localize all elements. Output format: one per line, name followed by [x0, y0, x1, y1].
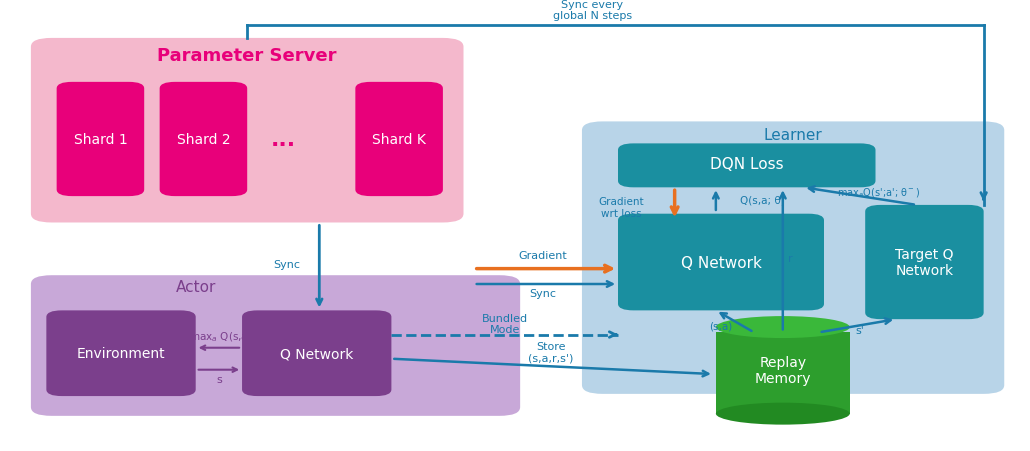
FancyBboxPatch shape: [46, 311, 196, 396]
FancyBboxPatch shape: [160, 83, 247, 197]
FancyBboxPatch shape: [618, 144, 876, 188]
FancyBboxPatch shape: [618, 214, 824, 311]
Text: max$_a$Q(s';a'; θ$^-$): max$_a$Q(s';a'; θ$^-$): [837, 185, 920, 199]
Text: Environment: Environment: [76, 347, 166, 361]
Text: DQN Loss: DQN Loss: [710, 156, 784, 171]
Text: Replay
Memory: Replay Memory: [755, 355, 811, 385]
FancyBboxPatch shape: [57, 83, 144, 197]
FancyBboxPatch shape: [31, 276, 520, 416]
Text: Gradient
wrt loss: Gradient wrt loss: [598, 197, 644, 218]
Ellipse shape: [716, 403, 850, 425]
FancyBboxPatch shape: [355, 83, 443, 197]
Text: s: s: [216, 374, 221, 385]
Text: Q(s,a; θ): Q(s,a; θ): [740, 195, 785, 205]
Text: Sync: Sync: [273, 260, 300, 270]
Text: ...: ...: [271, 130, 296, 150]
Text: Target Q
Network: Target Q Network: [895, 248, 954, 277]
Text: Q Network: Q Network: [681, 255, 761, 270]
Text: Learner: Learner: [763, 128, 823, 143]
Text: Shard 2: Shard 2: [176, 133, 231, 147]
Text: Gradient: Gradient: [518, 251, 568, 261]
FancyBboxPatch shape: [242, 311, 391, 396]
FancyBboxPatch shape: [31, 39, 464, 223]
Text: Sync: Sync: [529, 288, 556, 298]
Text: Actor: Actor: [175, 279, 216, 294]
Text: Sync every
global N steps: Sync every global N steps: [553, 0, 631, 21]
FancyBboxPatch shape: [582, 122, 1004, 394]
Text: Shard K: Shard K: [372, 133, 426, 147]
Text: Parameter Server: Parameter Server: [158, 47, 337, 65]
Text: Shard 1: Shard 1: [73, 133, 128, 147]
Text: r: r: [788, 253, 792, 263]
Text: s': s': [856, 326, 864, 336]
Text: (s,a): (s,a): [710, 321, 732, 331]
Text: Store
(s,a,r,s'): Store (s,a,r,s'): [528, 341, 574, 363]
Text: Bundled
Mode: Bundled Mode: [482, 313, 527, 335]
FancyBboxPatch shape: [716, 332, 850, 414]
Text: Q Network: Q Network: [280, 347, 353, 361]
FancyBboxPatch shape: [865, 206, 984, 319]
Text: argmax$_a$ Q(s,a; θ): argmax$_a$ Q(s,a; θ): [172, 329, 266, 343]
Ellipse shape: [716, 317, 850, 338]
